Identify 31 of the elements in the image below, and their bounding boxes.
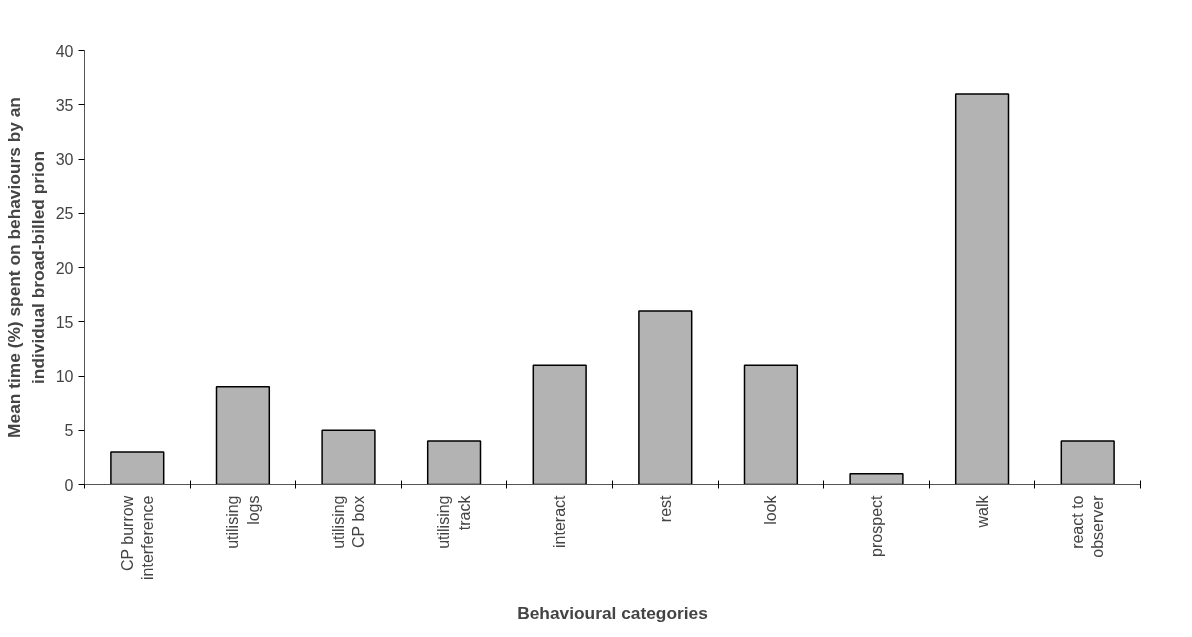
y-tick-label: 10: [55, 368, 74, 385]
y-tick-label: 20: [55, 259, 74, 277]
x-tick-label: look: [762, 494, 780, 525]
bar: [1060, 440, 1115, 485]
x-tick-label: rest: [656, 494, 674, 523]
bar: [321, 429, 376, 485]
y-tick-label: 40: [55, 42, 74, 60]
bar: [532, 364, 587, 485]
y-axis-title: Mean time (%) spent on behaviours by an individual broad-billed prion: [3, 97, 48, 438]
x-tick-label: walk: [973, 494, 991, 529]
bar: [638, 310, 693, 485]
bar: [849, 472, 904, 485]
bar: [954, 93, 1010, 485]
bar: [215, 386, 271, 485]
x-tick-label: utilising logs: [224, 495, 262, 549]
y-tick-label: 35: [55, 96, 74, 114]
y-tick-label: 0: [64, 476, 74, 494]
x-tick-label: prospect: [868, 494, 885, 557]
x-axis-title: Behavioural categories: [517, 602, 708, 623]
bar: [110, 451, 165, 485]
y-tick-label: 25: [55, 205, 74, 223]
bar: [426, 440, 482, 485]
bar: [743, 364, 799, 485]
x-tick-label: react to observer: [1069, 494, 1107, 558]
y-tick-label: 15: [55, 313, 74, 331]
x-tick-label: interact: [551, 494, 569, 548]
x-tick-label: utilising CP box: [329, 495, 368, 549]
y-tick-label: 5: [64, 422, 74, 440]
x-tick-label: utilising track: [435, 494, 473, 549]
y-tick-label: 30: [55, 151, 74, 168]
x-tick-label: CP burrow interference: [118, 495, 156, 580]
